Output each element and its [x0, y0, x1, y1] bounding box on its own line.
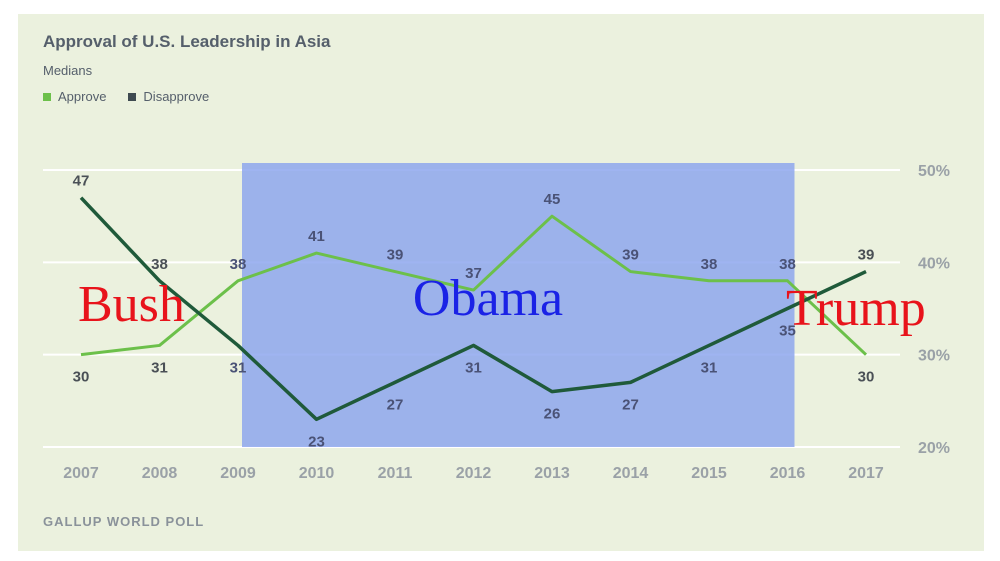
series-lines [79, 196, 868, 422]
approve-swatch-icon [43, 92, 51, 101]
data-label-disapprove: 31 [465, 359, 482, 376]
data-label-disapprove: 31 [701, 359, 718, 376]
annotation-bush: Bush [78, 276, 185, 333]
x-tick-label: 2014 [613, 465, 649, 482]
data-label-disapprove: 23 [308, 433, 325, 450]
highlight-band-layer [242, 163, 795, 447]
legend-item-disapprove: Disapprove [128, 89, 209, 104]
data-label-approve: 39 [622, 247, 639, 264]
data-label-approve: 38 [230, 256, 247, 273]
data-label-approve: 30 [858, 369, 875, 386]
axis-ticks: 20% 30% 40% 50% 2007 2008 2009 2010 2011 2012 2013… [63, 163, 950, 482]
data-label-approve: 45 [544, 191, 561, 208]
y-tick-label: 20% [918, 440, 950, 457]
legend-label-approve: Approve [58, 89, 107, 104]
data-label-disapprove: 27 [622, 396, 639, 413]
data-label-approve: 39 [387, 247, 404, 264]
data-label-disapprove: 39 [858, 247, 875, 264]
series-line-disapprove [79, 196, 867, 422]
data-label-approve: 31 [151, 359, 168, 376]
y-tick-label: 30% [918, 348, 950, 365]
x-tick-label: 2012 [456, 465, 492, 482]
series-line-approve [80, 214, 868, 357]
legend: Approve Disapprove [43, 89, 209, 104]
x-tick-label: 2015 [691, 465, 727, 482]
data-label-approve: 38 [701, 256, 718, 273]
data-label-disapprove: 31 [230, 359, 247, 376]
data-label-disapprove: 38 [151, 256, 168, 273]
data-labels: 30 31 38 41 39 37 45 39 38 38 30 47 38 31 23 27 31 26 27 31… [73, 173, 875, 451]
data-label-disapprove: 26 [544, 406, 561, 423]
obama-highlight-band [242, 163, 795, 447]
data-label-approve: 37 [465, 265, 482, 282]
x-tick-label: 2009 [220, 465, 256, 482]
x-tick-label: 2008 [142, 465, 178, 482]
chart-subtitle: Medians [43, 63, 93, 78]
data-label-disapprove: 35 [779, 323, 796, 340]
x-tick-label: 2013 [534, 465, 570, 482]
x-tick-label: 2010 [299, 465, 335, 482]
y-tick-label: 50% [918, 163, 950, 180]
chart-title: Approval of U.S. Leadership in Asia [43, 32, 331, 51]
data-label-approve: 30 [73, 369, 90, 386]
data-label-disapprove: 27 [387, 396, 404, 413]
annotation-trump: Trump [786, 280, 926, 337]
annotation-obama: Obama [413, 270, 563, 327]
data-label-approve: 41 [308, 228, 325, 245]
x-tick-label: 2016 [770, 465, 806, 482]
x-tick-label: 2017 [848, 465, 884, 482]
data-label-approve: 38 [779, 256, 796, 273]
data-label-disapprove: 47 [73, 173, 90, 190]
legend-item-approve: Approve [43, 89, 106, 104]
x-tick-label: 2011 [378, 465, 413, 482]
y-tick-label: 40% [918, 255, 950, 272]
legend-label-disapprove: Disapprove [143, 89, 210, 104]
source-note: GALLUP WORLD POLL [43, 514, 205, 529]
annotations: Bush Obama Trump [78, 270, 926, 337]
disapprove-swatch-icon [128, 92, 137, 101]
x-tick-label: 2007 [63, 465, 99, 482]
